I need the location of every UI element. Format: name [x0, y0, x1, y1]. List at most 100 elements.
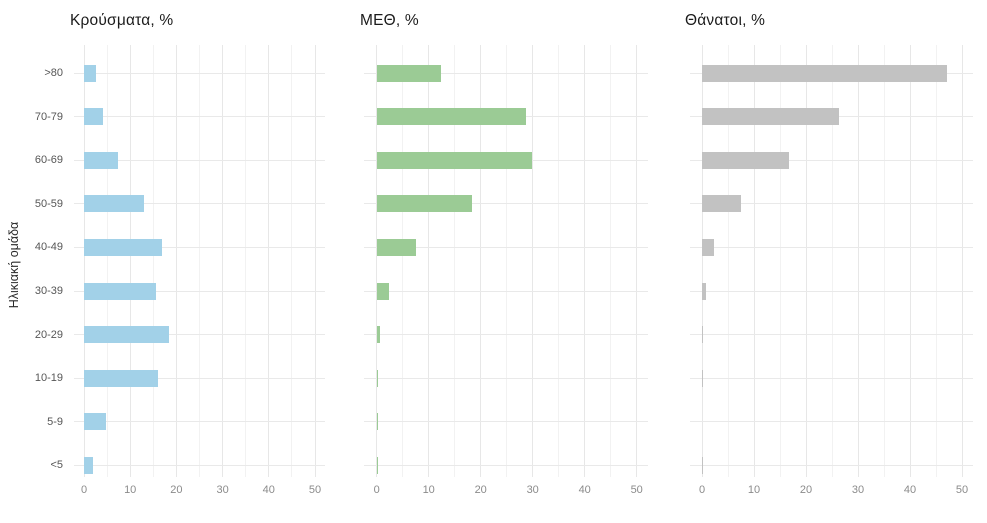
row-gridline — [364, 464, 648, 466]
major-gridline-x-0 — [701, 45, 703, 477]
y-tick-label-10-19: 10-19 — [34, 372, 63, 385]
row-gridline — [364, 421, 648, 423]
major-gridline-x-40 — [268, 45, 270, 477]
minor-gridline-x-45 — [610, 45, 612, 477]
panel-cases — [74, 45, 325, 477]
minor-gridline-x-35 — [883, 45, 885, 477]
panel-title-deaths: Θάνατοι, % — [685, 12, 766, 29]
bar->80 — [84, 64, 97, 82]
major-gridline-x-20 — [480, 45, 482, 477]
minor-gridline-x-25 — [831, 45, 833, 477]
major-gridline-x-40 — [584, 45, 586, 477]
bar-20-29 — [376, 326, 380, 344]
panel-title-icu: ΜΕΘ, % — [360, 12, 419, 29]
row-gridline — [690, 159, 973, 161]
minor-gridline-x-5 — [106, 45, 108, 477]
row-gridline — [690, 377, 973, 379]
bar-40-49 — [702, 238, 715, 256]
panel-deaths — [690, 45, 973, 477]
bar-40-49 — [84, 238, 162, 256]
bar-30-39 — [376, 282, 390, 300]
bar-30-39 — [84, 282, 157, 300]
x-tick-label-0: 0 — [698, 484, 706, 496]
bar-60-69 — [702, 151, 789, 169]
row-gridline — [74, 72, 325, 74]
bar-70-79 — [702, 108, 839, 126]
minor-gridline-x-35 — [245, 45, 247, 477]
x-tick-label-40: 40 — [262, 484, 275, 496]
row-gridline — [364, 203, 648, 205]
x-tick-label-10: 10 — [747, 484, 761, 496]
bar-5-9 — [84, 413, 106, 431]
row-gridline — [74, 421, 325, 423]
row-gridline — [74, 203, 325, 205]
bar-20-29 — [702, 326, 704, 344]
x-tick-label-50: 50 — [308, 484, 322, 496]
minor-gridline-x-25 — [506, 45, 508, 477]
minor-gridline-x-15 — [779, 45, 781, 477]
bar-<5 — [376, 456, 378, 474]
y-tick-label-70-79: 70-79 — [34, 110, 63, 123]
x-tick-label-30: 30 — [216, 484, 229, 496]
row-gridline — [364, 377, 648, 379]
bar->80 — [376, 64, 441, 82]
x-tick-label-20: 20 — [799, 484, 813, 496]
y-tick-label-40-49: 40-49 — [34, 241, 63, 254]
y-tick-label-5-9: 5-9 — [47, 415, 63, 428]
row-gridline — [364, 72, 648, 74]
x-tick-label-0: 0 — [80, 484, 88, 496]
minor-gridline-x-45 — [291, 45, 293, 477]
x-tick-label-40: 40 — [903, 484, 917, 496]
x-tick-label-20: 20 — [170, 484, 183, 496]
row-gridline — [74, 116, 325, 118]
major-gridline-x-10 — [753, 45, 755, 477]
row-gridline — [690, 203, 973, 205]
panel-title-cases: Κρούσματα, % — [70, 12, 174, 29]
minor-gridline-x-5 — [402, 45, 404, 477]
major-gridline-x-10 — [428, 45, 430, 477]
x-tick-label-30: 30 — [526, 484, 539, 496]
y-tick-label-<5: <5 — [50, 459, 63, 472]
y-axis-tick-labels: >80 70-79 60-69 50-59 40-49 30-39 20-29 10-19 5-… — [0, 0, 63, 523]
major-gridline-x-20 — [175, 45, 177, 477]
minor-gridline-x-45 — [935, 45, 937, 477]
bar-60-69 — [376, 151, 532, 169]
row-gridline — [690, 421, 973, 423]
row-gridline — [74, 159, 325, 161]
bar-50-59 — [84, 195, 145, 213]
row-gridline — [364, 246, 648, 248]
major-gridline-x-50 — [636, 45, 638, 477]
y-tick-label-60-69: 60-69 — [34, 154, 63, 167]
row-gridline — [690, 246, 973, 248]
bar-70-79 — [376, 108, 526, 126]
major-gridline-x-50 — [961, 45, 963, 477]
minor-gridline-x-35 — [558, 45, 560, 477]
bar-<5 — [84, 456, 93, 474]
bar-40-49 — [376, 238, 417, 256]
major-gridline-x-0 — [83, 45, 85, 477]
bar-10-19 — [84, 369, 159, 387]
major-gridline-x-30 — [222, 45, 224, 477]
bar->80 — [702, 64, 947, 82]
y-tick-label-50-59: 50-59 — [34, 197, 63, 210]
bar-10-19 — [702, 369, 704, 387]
major-gridline-x-30 — [857, 45, 859, 477]
row-gridline — [74, 246, 325, 248]
row-gridline — [364, 290, 648, 292]
major-gridline-x-10 — [129, 45, 131, 477]
bar-5-9 — [376, 413, 378, 431]
bar-50-59 — [376, 195, 472, 213]
x-tick-label-0: 0 — [373, 484, 380, 496]
major-gridline-x-0 — [376, 45, 378, 477]
row-gridline — [690, 334, 973, 336]
major-gridline-x-30 — [532, 45, 534, 477]
minor-gridline-x-15 — [152, 45, 154, 477]
major-gridline-x-40 — [909, 45, 911, 477]
x-tick-label-10: 10 — [124, 484, 137, 496]
x-tick-label-50: 50 — [630, 484, 643, 496]
y-tick-label-30-39: 30-39 — [34, 285, 63, 297]
y-tick-label->80: >80 — [44, 67, 63, 79]
row-gridline — [690, 290, 973, 292]
bar-20-29 — [84, 326, 169, 344]
